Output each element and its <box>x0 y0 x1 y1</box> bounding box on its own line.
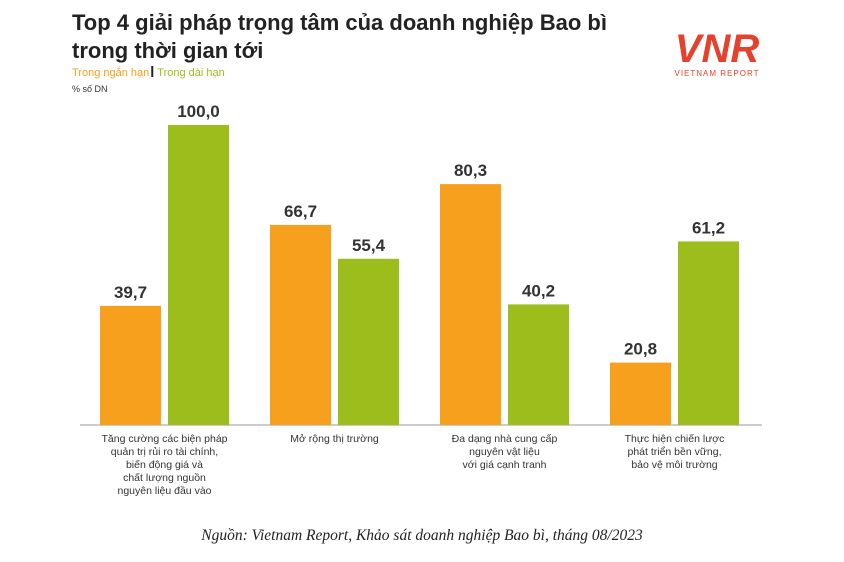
logo-mark: VNR <box>675 27 760 71</box>
value-label: 39,7 <box>114 283 147 302</box>
legend-label: Trong dài hạn <box>157 67 224 79</box>
bar <box>168 125 229 425</box>
bar <box>678 241 739 425</box>
bar <box>440 184 501 425</box>
value-label: 55,4 <box>352 236 386 255</box>
value-label: 80,3 <box>454 161 487 180</box>
bar <box>100 305 161 425</box>
bar <box>610 362 671 425</box>
source: Nguồn: Vietnam Report, Khảo sát doanh ng… <box>200 527 643 544</box>
x-tick-label: Mở rộng thị trường <box>290 433 379 445</box>
unit-label: % số DN <box>72 84 108 94</box>
x-tick-label: Thực hiện chiến lược phát triển bền vững… <box>624 433 725 471</box>
bar <box>338 258 399 425</box>
bar <box>270 224 331 425</box>
bar <box>508 304 569 425</box>
logo-text: VIETNAM REPORT <box>675 69 760 78</box>
value-label: 66,7 <box>284 202 317 221</box>
value-label: 61,2 <box>692 218 725 237</box>
value-label: 20,8 <box>624 340 657 359</box>
legend-label: Trong ngắn hạn <box>72 66 149 79</box>
x-tick-label: Đa dạng nhà cung cấp nguyên vật liệu với… <box>451 433 558 471</box>
legend-separator <box>151 66 154 77</box>
value-label: 40,2 <box>522 281 555 300</box>
value-label: 100,0 <box>177 102 220 121</box>
x-tick-label: Tăng cường các biện pháp quản trị rủi ro… <box>101 433 228 497</box>
chart-title: Top 4 giải pháp trọng tâm của doanh nghi… <box>72 10 607 63</box>
